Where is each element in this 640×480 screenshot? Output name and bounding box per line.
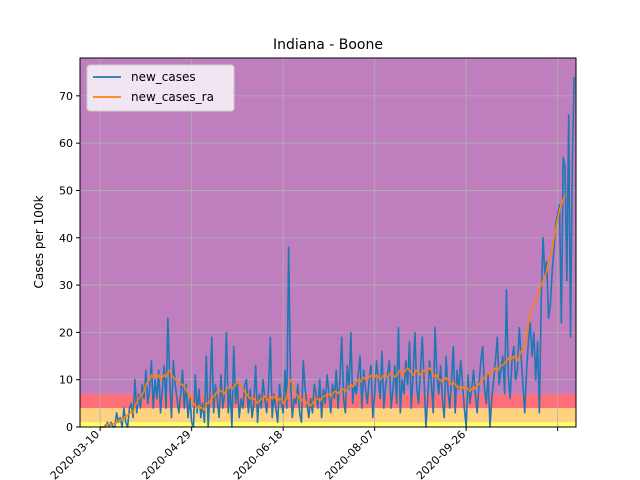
band-2 [80,393,576,409]
legend-label: new_cases [131,70,196,84]
x-axis-ticks: 2020-03-10 2020-04-29 2020-06-18 2020-08-07… [48,427,559,480]
y-tick-label: 60 [59,137,73,150]
series-line-new_cases_ra [100,194,566,428]
legend: new_cases new_cases_ra [86,64,235,112]
y-tick-label: 40 [59,232,73,245]
y-axis-ticks: 0 10 20 30 40 50 60 70 [59,90,80,434]
x-tick-label: 2020-06-18 [231,428,285,480]
x-tick-label: 2020-08-07 [322,428,376,480]
y-tick-label: 20 [59,326,73,339]
x-tick-label: 2020-04-29 [139,428,193,480]
y-axis-label: Cases per 100k [32,195,46,288]
band-1 [80,408,576,423]
band-3 [80,58,576,394]
x-tick-label: 2020-03-10 [48,428,102,480]
y-tick-label: 30 [59,279,73,292]
legend-box [86,64,235,112]
threshold-bands [80,58,576,427]
band-0 [80,422,576,427]
y-tick-label: 70 [59,90,73,103]
series-lines [100,76,575,428]
legend-label: new_cases_ra [131,90,214,104]
y-tick-label: 0 [66,421,73,434]
plot-frame [79,57,577,428]
series-line-new_cases [100,76,575,428]
chart-title: Indiana - Boone [273,37,383,53]
x-tick-label: 2020-09-26 [414,428,468,480]
y-tick-label: 50 [59,184,73,197]
y-tick-label: 10 [59,374,73,387]
